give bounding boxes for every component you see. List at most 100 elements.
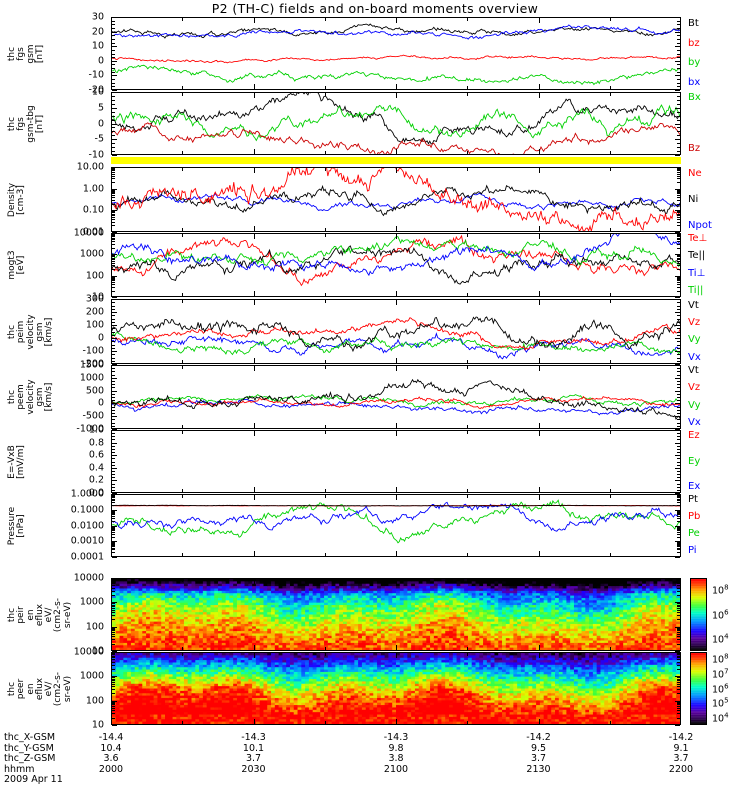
y-major-tick	[675, 700, 680, 702]
y-major-tick	[112, 254, 117, 256]
y-major-tick	[675, 442, 680, 444]
y-minor-tick	[112, 280, 115, 282]
y-minor-tick	[112, 24, 115, 26]
x-tick	[467, 234, 469, 237]
yticks-peir-eflux: 10000 1000 100 10	[0, 573, 108, 655]
x-tick	[182, 86, 184, 89]
y-minor-tick	[677, 693, 680, 695]
y-minor-tick	[677, 103, 680, 105]
x-tick	[182, 151, 184, 154]
x-tick	[396, 93, 397, 98]
y-major-tick	[112, 480, 117, 482]
y-minor-tick	[677, 192, 680, 194]
y-minor-tick	[112, 173, 115, 175]
y-minor-tick	[112, 244, 115, 246]
y-minor-tick	[112, 286, 115, 288]
x-tick	[467, 168, 469, 171]
y-minor-tick	[677, 151, 680, 153]
x-tick	[253, 431, 255, 436]
panel-peim-velocity	[111, 299, 681, 364]
legend-pressure-Pb: Pb	[688, 511, 701, 523]
y-minor-tick	[112, 580, 115, 582]
y-minor-tick	[677, 630, 680, 632]
y-minor-tick	[677, 308, 680, 310]
y-minor-tick	[112, 477, 115, 479]
y-minor-tick	[677, 609, 680, 611]
x-tick	[396, 291, 397, 296]
y-minor-tick	[677, 433, 680, 435]
legend-fgs-gsm-bx: bx	[688, 76, 701, 88]
y-minor-tick	[112, 215, 115, 217]
y-minor-tick	[677, 27, 680, 29]
y-minor-tick	[112, 436, 115, 438]
x-tick	[324, 86, 326, 89]
y-major-tick	[675, 233, 680, 234]
footer-value: 9.1	[673, 742, 689, 754]
y-minor-tick	[112, 262, 115, 264]
y-minor-tick	[112, 290, 115, 292]
y-minor-tick	[112, 170, 115, 172]
ylabel-density: Density [cm-3]	[7, 182, 27, 217]
y-minor-tick	[112, 693, 115, 695]
y-minor-tick	[112, 689, 115, 691]
yticks-mogt3: 10000 1000 100 10	[0, 228, 108, 301]
y-minor-tick	[677, 495, 680, 497]
y-minor-tick	[112, 615, 115, 617]
y-minor-tick	[112, 677, 115, 679]
y-minor-tick	[112, 655, 115, 657]
legend-density-Ne: Ne	[688, 167, 702, 179]
y-minor-tick	[112, 683, 115, 685]
y-minor-tick	[677, 657, 680, 659]
x-tick	[396, 423, 397, 428]
y-major-tick	[112, 651, 117, 652]
y-major-tick	[675, 725, 680, 726]
y-major-tick	[112, 338, 117, 339]
y-major-tick	[675, 430, 680, 431]
y-minor-tick	[112, 374, 115, 376]
y-minor-tick	[112, 49, 115, 51]
y-minor-tick	[677, 445, 680, 447]
x-tick	[396, 18, 397, 23]
ytick-label: 0.10	[82, 204, 104, 216]
colorbar-tick-peer-eflux: 104	[712, 711, 729, 725]
y-minor-tick	[112, 549, 115, 551]
y-minor-tick	[677, 629, 680, 631]
x-tick	[324, 425, 326, 428]
y-minor-tick	[677, 627, 680, 629]
panel-mogt3	[111, 233, 681, 297]
y-minor-tick	[112, 636, 115, 638]
legend-fgs-gsm-bz: bz	[688, 37, 700, 49]
y-minor-tick	[112, 505, 115, 506]
y-minor-tick	[677, 178, 680, 180]
panel-peir-eflux	[111, 578, 681, 651]
y-minor-tick	[112, 265, 115, 267]
x-tick	[253, 719, 255, 724]
ytick-label: 0.0100	[70, 519, 104, 531]
y-minor-tick	[112, 241, 115, 243]
y-minor-tick	[677, 544, 680, 546]
y-minor-tick	[677, 199, 680, 201]
y-minor-tick	[677, 203, 680, 205]
y-minor-tick	[677, 500, 680, 502]
x-tick	[111, 226, 112, 231]
y-minor-tick	[677, 533, 680, 535]
x-tick	[467, 300, 469, 303]
y-minor-tick	[677, 197, 680, 199]
y-minor-tick	[112, 643, 115, 645]
y-minor-tick	[677, 260, 680, 262]
y-minor-tick	[677, 218, 680, 220]
y-minor-tick	[112, 71, 115, 73]
panel-peer-eflux	[111, 652, 681, 725]
y-minor-tick	[677, 147, 680, 149]
ylabel-peim-velocity: thc peim velocity gsm [km/s]	[7, 313, 55, 350]
legend-efield-Ex: Ex	[688, 480, 701, 492]
y-minor-tick	[112, 400, 115, 402]
legend-density-Npot: Npot	[688, 219, 712, 231]
y-minor-tick	[112, 282, 115, 284]
y-minor-tick	[677, 661, 680, 663]
y-minor-tick	[112, 284, 115, 286]
x-tick	[324, 93, 326, 96]
y-major-tick	[112, 123, 117, 125]
y-major-tick	[112, 652, 117, 653]
y-minor-tick	[112, 381, 115, 382]
